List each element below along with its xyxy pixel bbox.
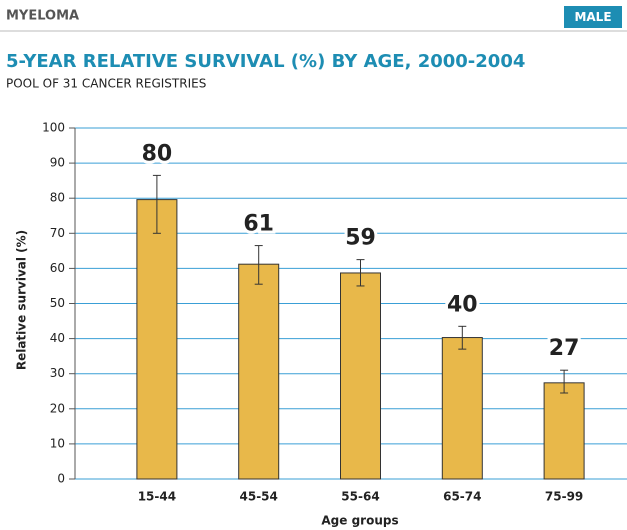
y-tick-label: 60 — [50, 261, 65, 275]
y-tick-label: 90 — [50, 156, 65, 170]
value-label: 80 — [142, 141, 173, 166]
y-tick-label: 40 — [50, 331, 65, 345]
header: MYELOMA — [6, 9, 79, 24]
bar — [543, 382, 585, 480]
bar — [340, 272, 381, 480]
y-tick-label: 10 — [50, 436, 65, 450]
value-label: 61 — [243, 212, 274, 237]
badge-box — [564, 6, 622, 28]
value-label: 27 — [549, 336, 580, 361]
y-tick-label: 20 — [50, 401, 65, 415]
y-axis-label: Relative survival (%) — [15, 230, 29, 370]
bar — [136, 199, 178, 480]
value-label: 40 — [447, 292, 478, 317]
badge: MALE — [574, 10, 611, 24]
y-tick-label: 30 — [50, 366, 65, 380]
x-tick-label: 45-54 — [240, 490, 278, 504]
y-tick-label: 50 — [50, 296, 65, 310]
x-tick-label: 75-99 — [545, 490, 583, 504]
bar — [441, 337, 483, 480]
chart-title: 5-YEAR RELATIVE SURVIVAL (%) BY AGE, 200… — [6, 51, 525, 72]
x-axis-label: Age groups — [321, 514, 398, 528]
x-tick-label: 15-44 — [138, 490, 176, 504]
y-tick-label: 100 — [42, 121, 65, 135]
value-label: 59 — [345, 226, 376, 251]
y-tick-label: 70 — [50, 226, 65, 240]
x-tick-label: 65-74 — [443, 490, 481, 504]
y-tick-label: 80 — [50, 191, 65, 205]
x-tick-label: 55-64 — [341, 490, 379, 504]
subtitle: POOL OF 31 CANCER REGISTRIES — [6, 77, 206, 91]
y-tick-label: 0 — [57, 472, 65, 486]
bar — [238, 263, 280, 480]
